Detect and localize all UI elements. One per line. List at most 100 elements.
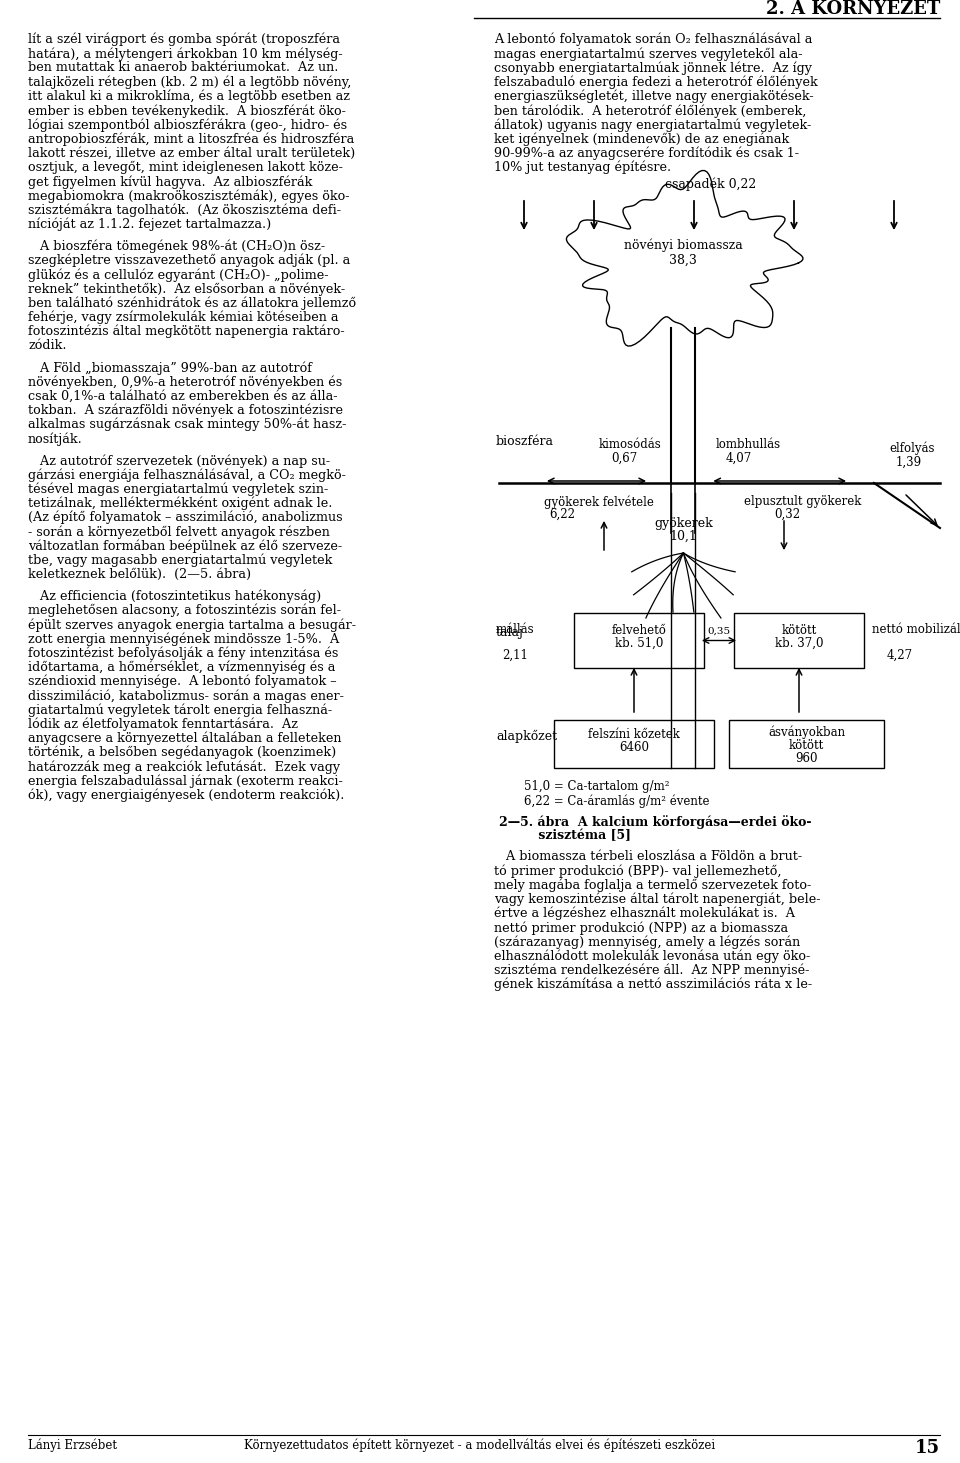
Text: alapkőzet: alapkőzet [496,730,557,743]
Text: időtartama, a hőmérséklet, a vízmennyiség és a: időtartama, a hőmérséklet, a vízmennyisé… [28,661,335,674]
Bar [729,720,884,768]
Text: felszabaduló energia fedezi a heterotróf élőlények: felszabaduló energia fedezi a heterotróf… [494,76,818,89]
Text: ók), vagy energiaigényesek (endoterm reakciók).: ók), vagy energiaigényesek (endoterm rea… [28,789,345,802]
Text: tetizálnak, melléktermékként oxigént adnak le.: tetizálnak, melléktermékként oxigént adn… [28,496,332,511]
Text: szisztéma [5]: szisztéma [5] [499,830,631,843]
Text: lódik az életfolyamatok fenntartására.  Az: lódik az életfolyamatok fenntartására. A… [28,717,298,732]
Text: 51,0 = Ca-tartalom g/m²: 51,0 = Ca-tartalom g/m² [524,780,669,793]
Text: nícióját az 1.1.2. fejezet tartalmazza.): nícióját az 1.1.2. fejezet tartalmazza.) [28,218,272,231]
Text: 6,22 = Ca-áramlás g/m² évente: 6,22 = Ca-áramlás g/m² évente [524,794,709,808]
Bar [554,720,714,768]
Text: mállás: mállás [496,622,535,635]
Text: növényekben, 0,9%-a heterotróf növényekben és: növényekben, 0,9%-a heterotróf növényekb… [28,375,343,389]
Text: ásványokban: ásványokban [768,726,845,739]
Text: itt alakul ki a mikroklíma, és a legtöbb esetben az: itt alakul ki a mikroklíma, és a legtöbb… [28,89,350,104]
Text: 2—5. ábra  A kalcium körforgása—erdei öko-: 2—5. ábra A kalcium körforgása—erdei öko… [499,815,811,830]
Text: keletkeznek belőlük).  (2—5. ábra): keletkeznek belőlük). (2—5. ábra) [28,568,252,581]
Text: változatlan formában beépülnek az élő szerveze-: változatlan formában beépülnek az élő sz… [28,540,342,553]
Text: disszimiláció, katabolizmus- során a magas ener-: disszimiláció, katabolizmus- során a mag… [28,689,344,702]
Text: szegképletre visszavezethető anyagok adják (pl. a: szegképletre visszavezethető anyagok adj… [28,253,350,268]
Text: magas energiatartalmú szerves vegyletekől ala-: magas energiatartalmú szerves vegyletekő… [494,47,803,60]
Text: kb. 37,0: kb. 37,0 [775,636,824,650]
Text: glükóz és a cellulóz egyaránt (CH₂O)- „polime-: glükóz és a cellulóz egyaránt (CH₂O)- „p… [28,268,328,281]
Text: - során a környezetből felvett anyagok részben: - során a környezetből felvett anyagok r… [28,525,330,538]
Text: elpusztult gyökerek: elpusztult gyökerek [744,494,861,508]
Text: tokban.  A szárazföldi növények a fotoszintézisre: tokban. A szárazföldi növények a fotoszi… [28,404,343,417]
Text: lógiai szempontból albioszférákra (geo-, hidro- és: lógiai szempontból albioszférákra (geo-,… [28,119,348,132]
Text: talajközeli rétegben (kb. 2 m) él a legtöbb növény,: talajközeli rétegben (kb. 2 m) él a legt… [28,76,351,89]
Text: 2. A KÖRNYEZET: 2. A KÖRNYEZET [766,0,940,18]
Text: kötött: kötött [781,625,817,636]
Text: csapadék 0,22: csapadék 0,22 [665,177,756,192]
Text: határa), a mélytengeri árkokban 10 km mélység-: határa), a mélytengeri árkokban 10 km mé… [28,47,343,60]
Text: fotoszintézist befolyásolják a fény intenzitása és: fotoszintézist befolyásolják a fény inte… [28,647,338,660]
Text: anyagcsere a környezettel általában a felleteken: anyagcsere a környezettel általában a fe… [28,732,342,745]
Text: ben található szénhidrátok és az állatokra jellemző: ben található szénhidrátok és az állatok… [28,297,356,310]
Text: antropobioszférák, mint a litoszfréa és hidroszféra: antropobioszférák, mint a litoszfréa és … [28,132,354,146]
Text: fotoszintézis által megkötött napenergia raktáro-: fotoszintézis által megkötött napenergia… [28,325,345,338]
Text: Környezettudatos épített környezet - a modellváltás elvei és építészeti eszközei: Környezettudatos épített környezet - a m… [245,1440,715,1453]
Text: lít a szél virágport és gomba spórát (troposzféra: lít a szél virágport és gomba spórát (tr… [28,34,340,47]
Text: zott energia mennyiségének mindössze 1-5%.  A: zott energia mennyiségének mindössze 1-5… [28,632,339,645]
Bar [734,613,864,669]
Bar [574,613,704,669]
Text: meglehetősen alacsony, a fotoszintézis során fel-: meglehetősen alacsony, a fotoszintézis s… [28,604,341,617]
Text: szisztémákra tagolhatók.  (Az ökoszisztéma defi-: szisztémákra tagolhatók. (Az ökoszisztém… [28,203,341,217]
Text: 0,32: 0,32 [774,508,800,521]
Text: tbe, vagy magasabb energiatartalmú vegyletek: tbe, vagy magasabb energiatartalmú vegyl… [28,553,332,568]
Text: talaj: talaj [496,626,524,639]
Text: (Az építő folyamatok – asszimiláció, anabolizmus: (Az építő folyamatok – asszimiláció, ana… [28,511,343,524]
Text: 1,39: 1,39 [896,456,923,470]
Text: reknek” tekinthetők).  Az elsősorban a növények-: reknek” tekinthetők). Az elsősorban a nö… [28,282,346,296]
Text: Az autotróf szervezetek (növények) a nap su-: Az autotróf szervezetek (növények) a nap… [28,454,330,468]
Text: energiaszükségletét, illetve nagy energiakötések-: energiaszükségletét, illetve nagy energi… [494,89,814,104]
Text: 38,3: 38,3 [669,253,697,266]
Text: fehérje, vagy zsírmolekulák kémiai kötéseiben a: fehérje, vagy zsírmolekulák kémiai kötés… [28,310,339,325]
Text: tó primer produkció (BPP)- val jellemezhető,: tó primer produkció (BPP)- val jellemezh… [494,865,781,878]
Text: gárzási energiája felhasználásával, a CO₂ megkö-: gárzási energiája felhasználásával, a CO… [28,468,346,481]
Text: ben tárolódik.  A heterotróf élőlények (emberek,: ben tárolódik. A heterotróf élőlények (e… [494,104,806,117]
Text: széndioxid mennyisége.  A lebontó folyamatok –: széndioxid mennyisége. A lebontó folyama… [28,674,337,688]
Text: épült szerves anyagok energia tartalma a besugár-: épült szerves anyagok energia tartalma a… [28,617,356,632]
Text: (szárazanyag) mennyiség, amely a légzés során: (szárazanyag) mennyiség, amely a légzés … [494,935,801,948]
Text: csonyabb energiatartalmúak jönnek létre.  Az így: csonyabb energiatartalmúak jönnek létre.… [494,61,812,75]
Text: gének kiszámítása a nettó asszimilációs ráta x le-: gének kiszámítása a nettó asszimilációs … [494,977,812,992]
Text: ben mutattak ki anaerob baktériumokat.  Az un.: ben mutattak ki anaerob baktériumokat. A… [28,61,338,75]
Text: kb. 51,0: kb. 51,0 [614,636,663,650]
Text: 15: 15 [915,1440,940,1457]
Text: 0,35: 0,35 [708,626,731,635]
Text: értve a légzéshez elhasznált molekulákat is.  A: értve a légzéshez elhasznált molekulákat… [494,907,795,920]
Text: energia felszabadulással járnak (exoterm reakci-: energia felszabadulással járnak (exoterm… [28,774,343,787]
Text: 0,67: 0,67 [611,452,637,465]
Text: elfolyás: elfolyás [889,442,934,455]
Text: 6460: 6460 [619,740,649,753]
Text: mely magába foglalja a termelő szervezetek foto-: mely magába foglalja a termelő szervezet… [494,878,811,892]
Text: megabiomokra (makroökoszisztémák), egyes öko-: megabiomokra (makroökoszisztémák), egyes… [28,189,349,203]
Text: nettó mobilizálás: nettó mobilizálás [872,622,960,635]
Text: 90-99%-a az anyagcserére fordítódik és csak 1-: 90-99%-a az anyagcserére fordítódik és c… [494,146,799,159]
Text: ket igényelnek (mindenevők) de az enegiának: ket igényelnek (mindenevők) de az enegiá… [494,132,789,146]
Text: osztjuk, a levegőt, mint ideiglenesen lakott köze-: osztjuk, a levegőt, mint ideiglenesen la… [28,161,343,174]
Text: 2,11: 2,11 [502,648,528,661]
Text: 10,1: 10,1 [669,530,697,543]
Text: elhasználódott molekulák levonása után egy öko-: elhasználódott molekulák levonása után e… [494,949,810,963]
Text: A lebontó folyamatok során O₂ felhasználásával a: A lebontó folyamatok során O₂ felhasznál… [494,34,812,47]
Text: kimosódás: kimosódás [599,437,661,451]
Text: felszíni kőzetek: felszíni kőzetek [588,727,680,740]
Text: lombhullás: lombhullás [715,437,780,451]
Text: 4,07: 4,07 [726,452,752,465]
Text: zódik.: zódik. [28,339,66,353]
Text: szisztéma rendelkezésére áll.  Az NPP mennyisé-: szisztéma rendelkezésére áll. Az NPP men… [494,964,809,977]
Text: nettó primer produkció (NPP) az a biomassza: nettó primer produkció (NPP) az a biomas… [494,922,788,935]
Text: határozzák meg a reakciók lefutását.  Ezek vagy: határozzák meg a reakciók lefutását. Eze… [28,761,340,774]
Text: tésével magas energiatartalmú vegyletek szin-: tésével magas energiatartalmú vegyletek … [28,483,328,496]
Text: növényi biomassza: növényi biomassza [624,238,743,252]
Text: vagy kemoszintézise által tárolt napenergiát, bele-: vagy kemoszintézise által tárolt napener… [494,892,821,906]
Text: gyökerek: gyökerek [654,516,712,530]
Text: csak 0,1%-a található az emberekben és az álla-: csak 0,1%-a található az emberekben és a… [28,389,338,402]
Text: A bioszféra tömegének 98%-át (CH₂O)n ösz-: A bioszféra tömegének 98%-át (CH₂O)n ösz… [28,240,325,253]
Text: Az efficiencia (fotoszintetikus hatékonyság): Az efficiencia (fotoszintetikus hatékony… [28,590,322,603]
Text: gyökerek felvétele: gyökerek felvétele [544,494,654,509]
Text: ember is ebben tevékenykedik.  A bioszférát öko-: ember is ebben tevékenykedik. A bioszfér… [28,104,346,117]
Text: 10% jut testanyag építésre.: 10% jut testanyag építésre. [494,161,671,174]
